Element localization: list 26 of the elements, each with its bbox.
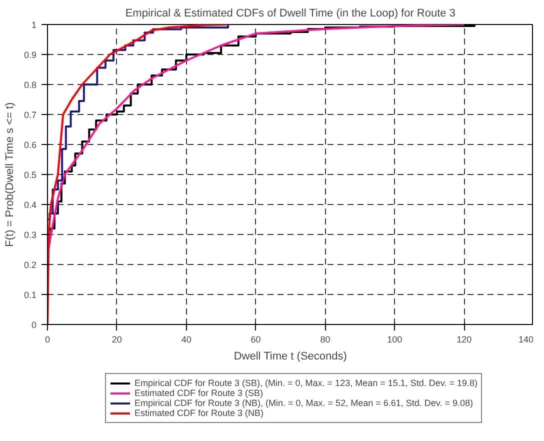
y-tick-label: 0.3 <box>24 230 37 240</box>
y-axis-title: F(t) = Prob(Dwell Time s <= t) <box>4 102 16 247</box>
y-tick-label: 0.8 <box>24 80 37 90</box>
y-tick-label: 0.5 <box>24 170 37 180</box>
legend-label: Empirical CDF for Route 3 (NB), (Min. = 0, Max. = 52, Mean = 6.61, Std. Dev. = 9.08) <box>134 398 473 408</box>
x-tick-label: 100 <box>387 334 402 344</box>
y-tick-label: 1 <box>31 20 37 30</box>
x-tick-label: 120 <box>456 334 472 344</box>
y-tick-label: 0 <box>31 320 37 330</box>
y-tick-label: 0.6 <box>24 140 37 150</box>
x-tick-label: 60 <box>250 334 261 344</box>
legend-label: Estimated CDF for Route 3 (NB) <box>134 408 264 418</box>
x-tick-label: 80 <box>320 334 330 344</box>
y-tick-label: 0.4 <box>24 200 37 210</box>
x-tick-label: 0 <box>44 334 50 344</box>
y-tick-label: 0.1 <box>24 290 37 300</box>
chart-title: Empirical & Estimated CDFs of Dwell Time (in the Loop) for Route 3 <box>125 8 456 20</box>
x-tick-label: 40 <box>181 334 192 344</box>
y-tick-label: 0.2 <box>24 260 37 270</box>
x-axis-title: Dwell Time t (Seconds) <box>234 350 347 362</box>
legend-label: Estimated CDF for Route 3 (SB) <box>134 388 264 398</box>
y-tick-label: 0.7 <box>24 110 37 120</box>
x-tick-label: 140 <box>518 334 534 344</box>
y-tick-label: 0.9 <box>24 50 37 60</box>
x-tick-label: 20 <box>112 334 122 344</box>
legend-label: Empirical CDF for Route 3 (SB), (Min. = 0, Max. = 123, Mean = 15.1, Std. Dev. = 19.8) <box>134 378 478 388</box>
